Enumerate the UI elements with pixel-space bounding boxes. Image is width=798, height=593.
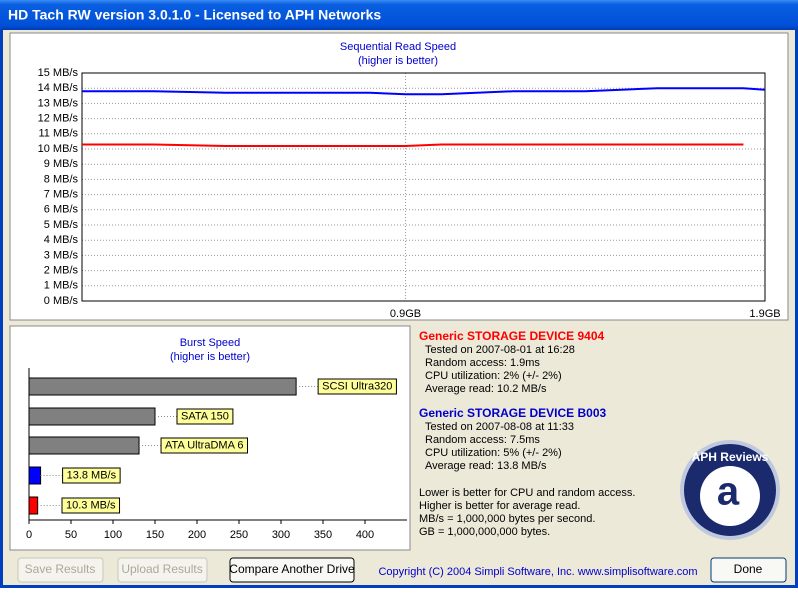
x-tick-label: 100 [104, 529, 122, 541]
device-detail: Tested on 2007-08-01 at 16:28 [425, 344, 575, 356]
save-button[interactable] [17, 557, 104, 583]
compare-button[interactable] [229, 557, 355, 583]
bar-label: SCSI Ultra320 [322, 380, 392, 392]
bar-label: ATA UltraDMA 6 [165, 439, 243, 451]
y-tick-label: 7 MB/s [44, 189, 79, 201]
note: MB/s = 1,000,000 bytes per second. [419, 513, 595, 525]
chart-title: Burst Speed [180, 337, 241, 349]
compare-label: Compare Another Drive [229, 562, 355, 576]
chart-title: Sequential Read Speed [340, 41, 456, 53]
device-detail: CPU utilization: 5% (+/- 2%) [425, 447, 562, 459]
bar [28, 496, 39, 515]
logo-mark: a [717, 470, 740, 514]
chart-subtitle: (higher is better) [170, 351, 250, 363]
device-detail: Average read: 10.2 MB/s [425, 383, 547, 395]
y-tick-label: 14 MB/s [38, 82, 79, 94]
device-detail: Average read: 13.8 MB/s [425, 460, 547, 472]
window-title: HD Tach RW version 3.0.1.0 - Licensed to… [8, 7, 381, 23]
logo-inner [700, 466, 760, 526]
logo-text: APH Reviews [692, 450, 769, 464]
note: Lower is better for CPU and random acces… [419, 487, 635, 499]
done-label: Done [734, 562, 763, 576]
read-panel [9, 32, 789, 321]
x-tick-label: 150 [146, 529, 164, 541]
y-tick-label: 1 MB/s [44, 280, 79, 292]
y-tick-label: 3 MB/s [44, 249, 79, 261]
y-tick-label: 6 MB/s [44, 204, 79, 216]
label-box [62, 467, 121, 484]
label-box [160, 437, 248, 454]
y-tick-label: 5 MB/s [44, 219, 79, 231]
device-detail: Random access: 1.9ms [425, 357, 540, 369]
copyright: Copyright (C) 2004 Simpli Software, Inc.… [378, 566, 697, 578]
device-detail: CPU utilization: 2% (+/- 2%) [425, 370, 562, 382]
bar-label: 10.3 MB/s [66, 499, 116, 511]
note: Higher is better for average read. [419, 500, 580, 512]
x-tick-label: 350 [314, 529, 332, 541]
line-series [82, 87, 766, 96]
y-tick-label: 11 MB/s [38, 128, 78, 140]
y-tick-label: 2 MB/s [44, 265, 79, 277]
x-tick-label: 1.9GB [749, 308, 780, 320]
y-tick-label: 12 MB/s [38, 113, 79, 125]
upload-button[interactable] [117, 557, 208, 583]
x-tick-label: 300 [272, 529, 290, 541]
device-detail: Tested on 2007-08-08 at 11:33 [425, 421, 574, 433]
x-tick-label: 0.9GB [390, 308, 421, 320]
chart-subtitle: (higher is better) [358, 55, 438, 67]
bar-label: 13.8 MB/s [67, 469, 117, 481]
bar [28, 407, 156, 426]
bar [28, 436, 140, 455]
y-tick-label: 13 MB/s [38, 97, 79, 109]
y-tick-label: 4 MB/s [44, 234, 79, 246]
x-tick-label: 50 [65, 529, 77, 541]
title-bar [0, 0, 798, 30]
upload-label: Upload Results [121, 562, 202, 576]
bar [28, 377, 297, 396]
x-tick-label: 200 [188, 529, 206, 541]
x-tick-label: 0 [26, 529, 32, 541]
done-button[interactable] [710, 557, 787, 583]
label-box [317, 378, 397, 395]
y-tick-label: 9 MB/s [44, 158, 79, 170]
note: GB = 1,000,000,000 bytes. [419, 526, 550, 538]
line-series [82, 143, 744, 147]
y-tick-label: 8 MB/s [44, 173, 79, 185]
label-box [61, 497, 121, 514]
x-tick-label: 400 [356, 529, 374, 541]
label-box [176, 408, 234, 425]
y-tick-label: 15 MB/s [38, 67, 79, 79]
y-tick-label: 0 MB/s [44, 295, 79, 307]
plot-frame [81, 72, 766, 302]
bar-label: SATA 150 [181, 410, 229, 422]
x-tick-label: 250 [230, 529, 248, 541]
device-name: Generic STORAGE DEVICE 9404 [419, 329, 605, 343]
bar [28, 466, 42, 485]
y-tick-label: 10 MB/s [38, 143, 79, 155]
device-name: Generic STORAGE DEVICE B003 [419, 406, 607, 420]
save-label: Save Results [25, 562, 96, 576]
device-detail: Random access: 7.5ms [425, 434, 540, 446]
